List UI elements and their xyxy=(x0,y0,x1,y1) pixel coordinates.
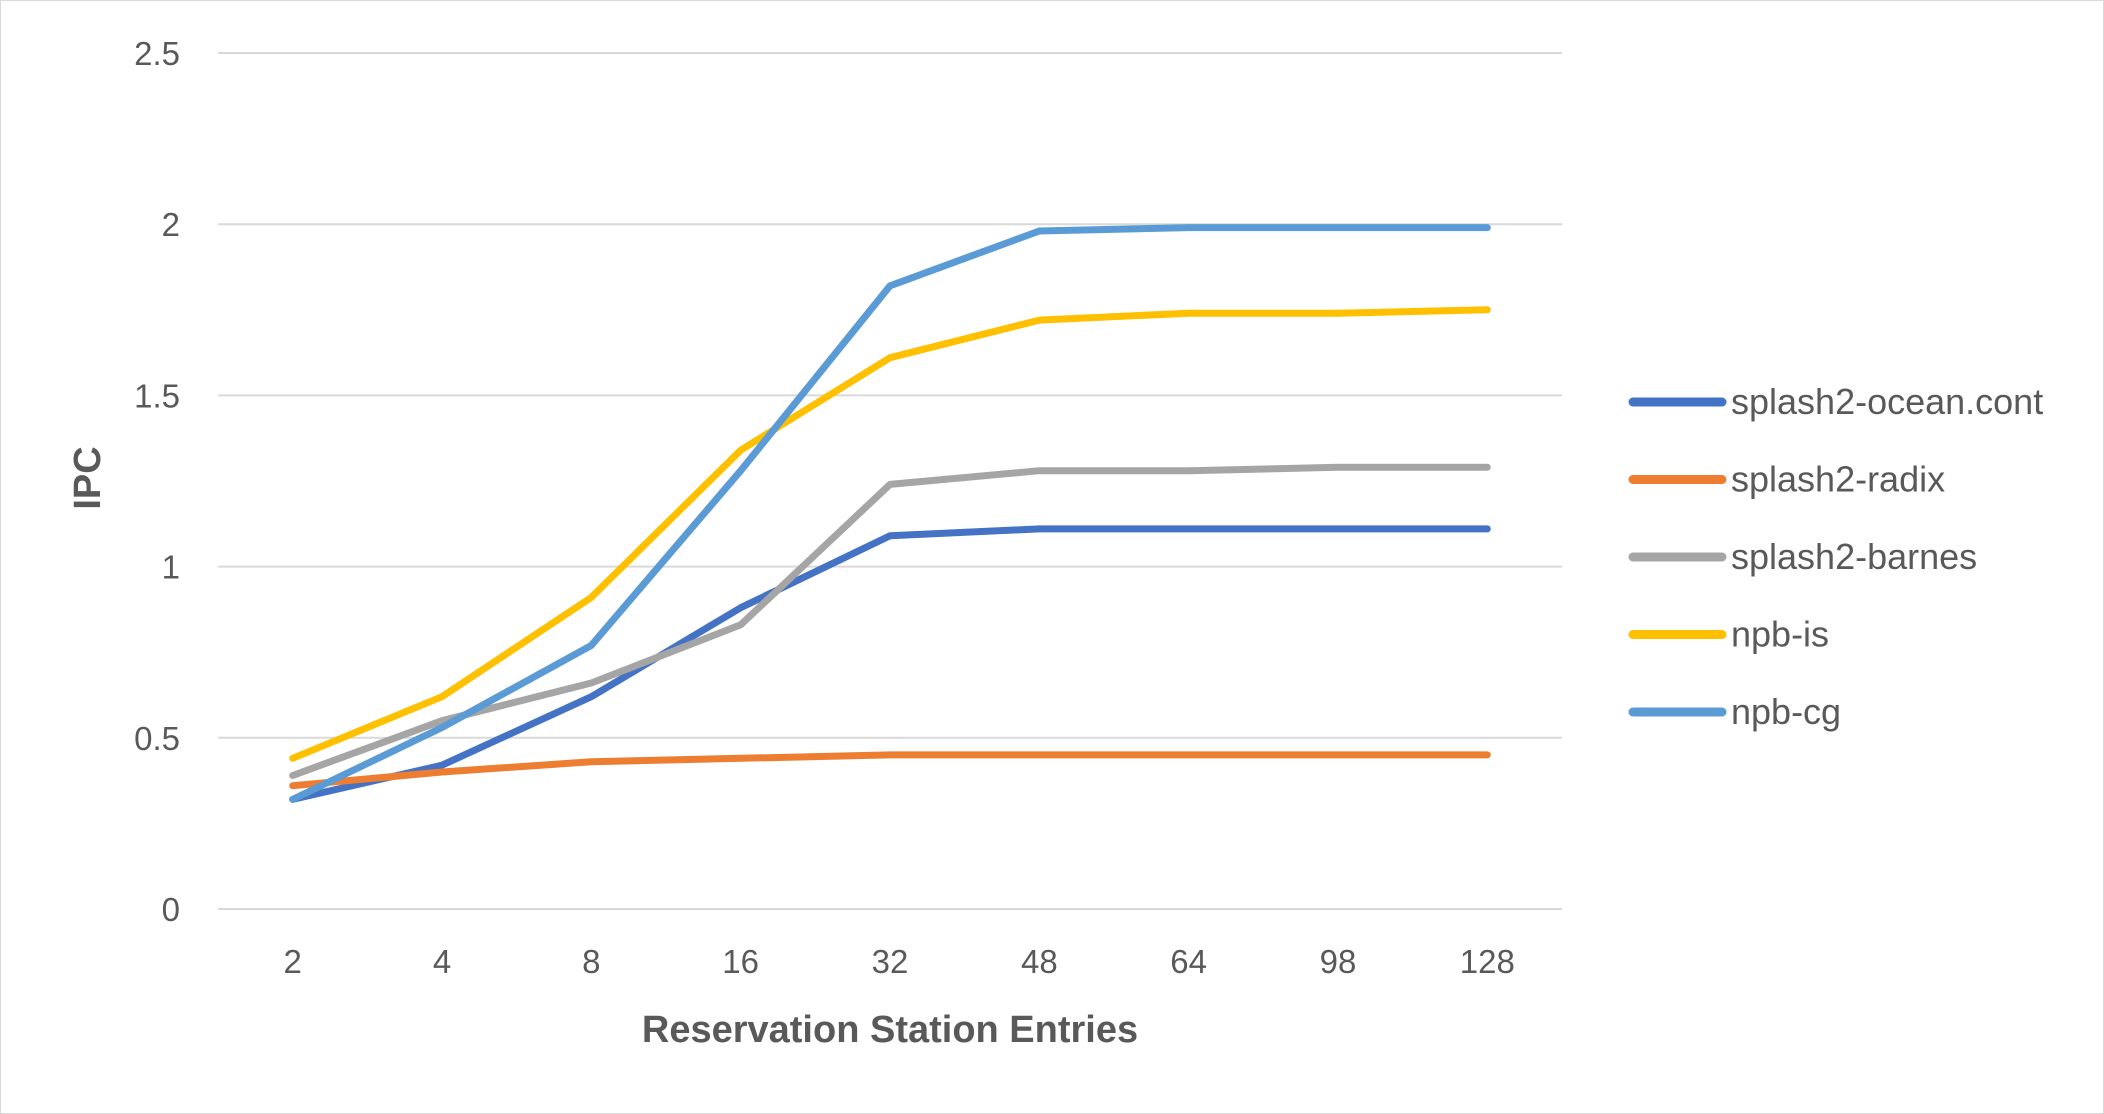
y-axis-title: IPC xyxy=(67,446,109,509)
series-line-splash2-radix xyxy=(289,751,1491,790)
x-tick-label: 4 xyxy=(433,943,451,980)
x-tick-label: 32 xyxy=(872,943,909,980)
series-line-splash2-barnes xyxy=(289,463,1491,779)
series-line-npb-is xyxy=(289,306,1491,762)
y-tick-label: 2.5 xyxy=(134,35,180,72)
series-lines xyxy=(289,224,1491,803)
x-tick-label: 48 xyxy=(1021,943,1058,980)
y-tick-label: 1 xyxy=(162,549,180,586)
x-axis-title: Reservation Station Entries xyxy=(642,1009,1138,1051)
series-line-npb-cg xyxy=(289,224,1491,803)
y-tick-label: 1.5 xyxy=(134,377,180,414)
x-tick-label: 2 xyxy=(283,943,301,980)
x-tick-label: 98 xyxy=(1320,943,1357,980)
y-tick-label: 0.5 xyxy=(134,720,180,757)
legend: splash2-ocean.cont splash2-radix splash2-b… xyxy=(1628,381,2043,732)
y-tick-label: 0 xyxy=(162,891,180,928)
y-tick-label: 2 xyxy=(162,206,180,243)
legend-label-splash2-ocean.cont: splash2-ocean.cont xyxy=(1731,381,2043,422)
x-tick-label: 64 xyxy=(1170,943,1207,980)
y-axis-ticks: 0 0.5 1 1.5 2 2.5 xyxy=(134,35,180,928)
x-axis-ticks: 2 4 8 16 32 48 64 98 128 xyxy=(283,943,1514,980)
legend-label-splash2-radix: splash2-radix xyxy=(1731,459,1945,500)
x-tick-label: 16 xyxy=(722,943,759,980)
x-tick-label: 8 xyxy=(582,943,600,980)
legend-label-npb-is: npb-is xyxy=(1731,614,1829,655)
x-tick-label: 128 xyxy=(1460,943,1515,980)
gridlines xyxy=(218,52,1562,910)
series-line-splash2-ocean.cont xyxy=(289,525,1491,803)
legend-label-splash2-barnes: splash2-barnes xyxy=(1731,536,1977,577)
legend-label-npb-cg: npb-cg xyxy=(1731,691,1841,732)
